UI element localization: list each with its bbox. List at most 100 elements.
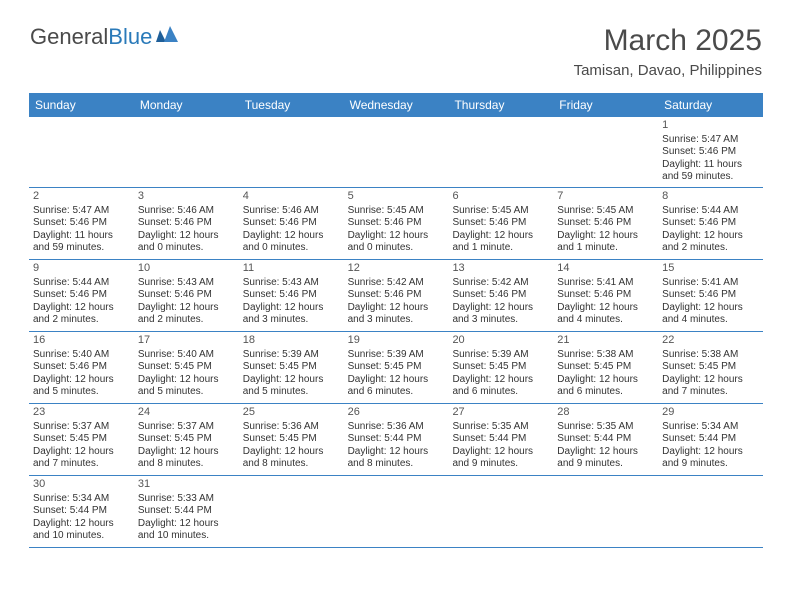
logo-text-2: Blue (108, 24, 152, 50)
sunset-text: Sunset: 5:46 PM (662, 217, 759, 230)
sunset-text: Sunset: 5:46 PM (33, 361, 130, 374)
sunrise-text: Sunrise: 5:43 AM (138, 277, 235, 290)
sunset-text: Sunset: 5:44 PM (662, 433, 759, 446)
daylight-text: Daylight: 12 hours and 1 minute. (557, 230, 654, 255)
sunrise-text: Sunrise: 5:40 AM (33, 349, 130, 362)
day-cell (134, 117, 239, 187)
week-row: 2Sunrise: 5:47 AMSunset: 5:46 PMDaylight… (29, 188, 763, 260)
sunrise-text: Sunrise: 5:34 AM (33, 493, 130, 506)
day-cell: 2Sunrise: 5:47 AMSunset: 5:46 PMDaylight… (29, 188, 134, 259)
day-cell: 17Sunrise: 5:40 AMSunset: 5:45 PMDayligh… (134, 332, 239, 403)
weekday-header: Friday (553, 93, 658, 117)
sunrise-text: Sunrise: 5:45 AM (348, 205, 445, 218)
sunrise-text: Sunrise: 5:41 AM (557, 277, 654, 290)
weekday-header: Sunday (29, 93, 134, 117)
day-number: 26 (348, 406, 445, 420)
day-cell: 21Sunrise: 5:38 AMSunset: 5:45 PMDayligh… (553, 332, 658, 403)
daylight-text: Daylight: 11 hours and 59 minutes. (33, 230, 130, 255)
daylight-text: Daylight: 12 hours and 9 minutes. (557, 446, 654, 471)
day-cell: 20Sunrise: 5:39 AMSunset: 5:45 PMDayligh… (448, 332, 553, 403)
day-cell (344, 476, 449, 547)
day-cell: 13Sunrise: 5:42 AMSunset: 5:46 PMDayligh… (448, 260, 553, 331)
sunrise-text: Sunrise: 5:45 AM (557, 205, 654, 218)
day-cell: 30Sunrise: 5:34 AMSunset: 5:44 PMDayligh… (29, 476, 134, 547)
sunset-text: Sunset: 5:45 PM (33, 433, 130, 446)
day-number: 20 (452, 334, 549, 348)
daylight-text: Daylight: 12 hours and 9 minutes. (452, 446, 549, 471)
day-cell: 8Sunrise: 5:44 AMSunset: 5:46 PMDaylight… (658, 188, 763, 259)
sunset-text: Sunset: 5:45 PM (138, 361, 235, 374)
day-cell (448, 476, 553, 547)
daylight-text: Daylight: 12 hours and 5 minutes. (243, 374, 340, 399)
sunset-text: Sunset: 5:46 PM (557, 217, 654, 230)
title-block: March 2025 Tamisan, Davao, Philippines (574, 24, 762, 79)
day-cell: 23Sunrise: 5:37 AMSunset: 5:45 PMDayligh… (29, 404, 134, 475)
daylight-text: Daylight: 12 hours and 6 minutes. (348, 374, 445, 399)
sunset-text: Sunset: 5:46 PM (33, 289, 130, 302)
day-cell: 11Sunrise: 5:43 AMSunset: 5:46 PMDayligh… (239, 260, 344, 331)
day-number: 9 (33, 262, 130, 276)
sunset-text: Sunset: 5:46 PM (348, 289, 445, 302)
day-cell: 18Sunrise: 5:39 AMSunset: 5:45 PMDayligh… (239, 332, 344, 403)
month-title: March 2025 (574, 24, 762, 58)
day-cell: 5Sunrise: 5:45 AMSunset: 5:46 PMDaylight… (344, 188, 449, 259)
day-number: 24 (138, 406, 235, 420)
sunset-text: Sunset: 5:46 PM (662, 289, 759, 302)
day-cell: 15Sunrise: 5:41 AMSunset: 5:46 PMDayligh… (658, 260, 763, 331)
daylight-text: Daylight: 11 hours and 59 minutes. (662, 159, 759, 184)
daylight-text: Daylight: 12 hours and 7 minutes. (33, 446, 130, 471)
day-number: 4 (243, 190, 340, 204)
sunrise-text: Sunrise: 5:37 AM (33, 421, 130, 434)
day-cell: 1Sunrise: 5:47 AMSunset: 5:46 PMDaylight… (658, 117, 763, 187)
weekday-header: Saturday (658, 93, 763, 117)
daylight-text: Daylight: 12 hours and 3 minutes. (348, 302, 445, 327)
daylight-text: Daylight: 12 hours and 9 minutes. (662, 446, 759, 471)
day-cell: 7Sunrise: 5:45 AMSunset: 5:46 PMDaylight… (553, 188, 658, 259)
sunrise-text: Sunrise: 5:44 AM (662, 205, 759, 218)
header: GeneralBlue March 2025 Tamisan, Davao, P… (0, 0, 792, 87)
day-cell: 26Sunrise: 5:36 AMSunset: 5:44 PMDayligh… (344, 404, 449, 475)
day-cell (239, 117, 344, 187)
day-cell (553, 476, 658, 547)
daylight-text: Daylight: 12 hours and 10 minutes. (33, 518, 130, 543)
sunrise-text: Sunrise: 5:44 AM (33, 277, 130, 290)
weekday-header: Wednesday (344, 93, 449, 117)
daylight-text: Daylight: 12 hours and 2 minutes. (33, 302, 130, 327)
sunrise-text: Sunrise: 5:33 AM (138, 493, 235, 506)
day-number: 29 (662, 406, 759, 420)
sunset-text: Sunset: 5:46 PM (243, 217, 340, 230)
daylight-text: Daylight: 12 hours and 3 minutes. (243, 302, 340, 327)
sunrise-text: Sunrise: 5:45 AM (452, 205, 549, 218)
day-number: 18 (243, 334, 340, 348)
daylight-text: Daylight: 12 hours and 8 minutes. (243, 446, 340, 471)
sunrise-text: Sunrise: 5:41 AM (662, 277, 759, 290)
day-number: 21 (557, 334, 654, 348)
day-cell: 10Sunrise: 5:43 AMSunset: 5:46 PMDayligh… (134, 260, 239, 331)
sunset-text: Sunset: 5:46 PM (138, 289, 235, 302)
sunrise-text: Sunrise: 5:42 AM (348, 277, 445, 290)
day-number: 8 (662, 190, 759, 204)
day-number: 13 (452, 262, 549, 276)
sunrise-text: Sunrise: 5:39 AM (348, 349, 445, 362)
day-cell: 28Sunrise: 5:35 AMSunset: 5:44 PMDayligh… (553, 404, 658, 475)
day-cell (448, 117, 553, 187)
day-cell: 31Sunrise: 5:33 AMSunset: 5:44 PMDayligh… (134, 476, 239, 547)
sunrise-text: Sunrise: 5:47 AM (662, 134, 759, 147)
daylight-text: Daylight: 12 hours and 2 minutes. (662, 230, 759, 255)
day-number: 19 (348, 334, 445, 348)
sunset-text: Sunset: 5:44 PM (557, 433, 654, 446)
weekday-header: Monday (134, 93, 239, 117)
day-number: 11 (243, 262, 340, 276)
day-number: 15 (662, 262, 759, 276)
sunset-text: Sunset: 5:46 PM (33, 217, 130, 230)
day-number: 12 (348, 262, 445, 276)
sunrise-text: Sunrise: 5:47 AM (33, 205, 130, 218)
weeks-container: 1Sunrise: 5:47 AMSunset: 5:46 PMDaylight… (29, 117, 763, 548)
day-cell: 16Sunrise: 5:40 AMSunset: 5:46 PMDayligh… (29, 332, 134, 403)
day-cell (344, 117, 449, 187)
day-number: 3 (138, 190, 235, 204)
daylight-text: Daylight: 12 hours and 1 minute. (452, 230, 549, 255)
day-number: 1 (662, 119, 759, 133)
logo: GeneralBlue (30, 24, 182, 50)
day-number: 2 (33, 190, 130, 204)
